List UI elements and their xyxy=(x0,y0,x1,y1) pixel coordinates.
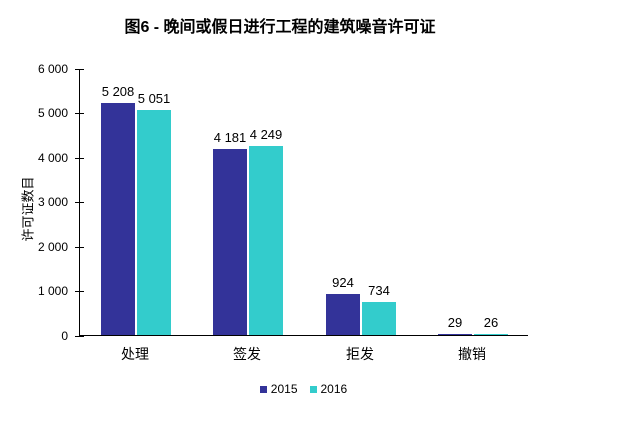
bar-2016-拒发: 734 xyxy=(362,283,396,335)
y-tick-label: 6 000 xyxy=(37,62,68,76)
legend-label: 2016 xyxy=(320,382,348,396)
bar-group-2: 4 181 4 249 xyxy=(213,127,283,335)
y-tick-label: 2 000 xyxy=(37,240,68,254)
bar-value-label: 26 xyxy=(483,315,499,330)
bar-value-label: 4 249 xyxy=(249,127,283,142)
y-tick-label: 1 000 xyxy=(37,284,68,298)
legend-item-2016: 2016 xyxy=(309,382,348,396)
bar-value-label: 29 xyxy=(447,315,463,330)
legend-item-2015: 2015 xyxy=(259,382,298,396)
x-axis-label-4: 撤销 xyxy=(458,346,486,362)
bar-value-label: 734 xyxy=(368,283,390,298)
legend: 2015 2016 xyxy=(79,382,528,396)
x-axis-label-2: 签发 xyxy=(233,346,261,362)
legend-label: 2015 xyxy=(270,382,298,396)
y-axis-title: 许可证数目 xyxy=(20,176,36,242)
bar-value-label: 5 051 xyxy=(137,91,171,106)
bar-value-label: 5 208 xyxy=(101,84,135,99)
chart-title: 图6 - 晚间或假日进行工程的建筑噪音许可证 xyxy=(124,19,436,36)
bar-value-label: 924 xyxy=(332,275,354,290)
x-axis-label-3: 拒发 xyxy=(346,346,374,362)
bar-group-4: 29 26 xyxy=(438,315,508,335)
bar-group-1: 5 208 5 051 xyxy=(101,84,171,335)
y-tick-label: 0 xyxy=(61,329,68,343)
bar-2016-处理: 5 051 xyxy=(137,91,171,335)
bar-2015-撤销: 29 xyxy=(438,315,472,335)
bar-2015-签发: 4 181 xyxy=(213,130,247,335)
x-axis-label-1: 处理 xyxy=(121,346,149,362)
plot-area: 5 208 5 051 4 181 4 249 924 734 29 26 xyxy=(79,69,528,336)
legend-swatch-icon xyxy=(259,385,267,393)
legend-swatch-icon xyxy=(309,385,317,393)
y-tick-label: 5 000 xyxy=(37,106,68,120)
bar-2016-撤销: 26 xyxy=(474,315,508,335)
bar-group-3: 924 734 xyxy=(326,275,396,335)
y-tick-label: 3 000 xyxy=(37,195,68,209)
bar-value-label: 4 181 xyxy=(213,130,247,145)
bar-2016-签发: 4 249 xyxy=(249,127,283,335)
bar-2015-拒发: 924 xyxy=(326,275,360,335)
y-tick-mark xyxy=(75,336,84,337)
bar-2015-处理: 5 208 xyxy=(101,84,135,335)
y-tick-label: 4 000 xyxy=(37,151,68,165)
